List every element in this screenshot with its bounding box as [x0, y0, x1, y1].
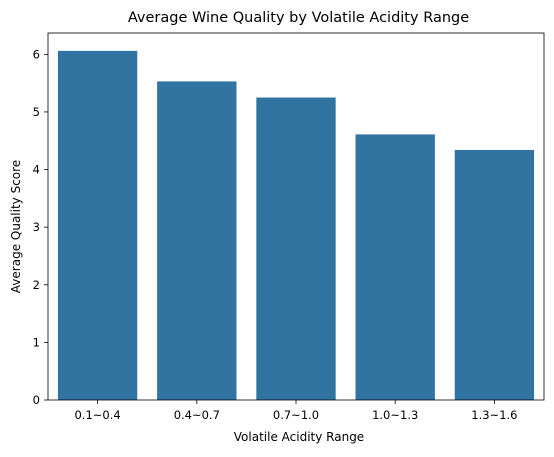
- x-tick-label: 1.0~1.3: [372, 408, 418, 422]
- x-tick-label: 0.7~1.0: [273, 408, 319, 422]
- bars-layer: [57, 50, 535, 401]
- y-tick-label: 3: [33, 220, 40, 234]
- x-axis-label: Volatile Acidity Range: [234, 430, 364, 444]
- y-tick-label: 4: [33, 163, 40, 177]
- y-tick-label: 6: [33, 47, 40, 61]
- bar-1.3~1.6: [454, 149, 535, 400]
- x-tick-label: 0.1~0.4: [74, 408, 120, 422]
- y-tick-label: 5: [33, 105, 40, 119]
- chart-title: Average Wine Quality by Volatile Acidity…: [128, 10, 469, 26]
- bar-0.1~0.4: [57, 50, 138, 401]
- y-tick-label: 0: [33, 393, 40, 407]
- x-axis-ticks: 0.1~0.4 0.4~0.7 0.7~1.0 1.0~1.3 1.3~1.6: [74, 400, 518, 422]
- bar-0.4~0.7: [157, 81, 237, 401]
- bar-0.7~1.0: [256, 97, 336, 400]
- y-axis-label: Average Quality Score: [9, 160, 23, 293]
- x-tick-label: 0.4~0.7: [174, 408, 220, 422]
- bar-1.0~1.3: [355, 134, 435, 400]
- x-tick-label: 1.3~1.6: [471, 408, 517, 422]
- y-tick-label: 1: [33, 335, 40, 349]
- y-axis-ticks: 0 1 2 3 4 5 6: [33, 47, 48, 407]
- y-tick-label: 2: [33, 278, 40, 292]
